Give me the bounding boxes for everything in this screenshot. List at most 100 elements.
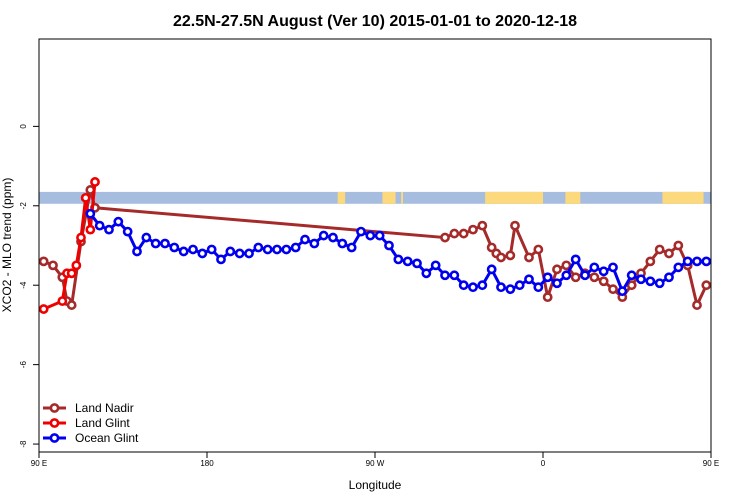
data-point-land-nadir <box>477 220 488 231</box>
data-point-ocean-glint <box>673 262 684 273</box>
data-point-land-nadir <box>486 242 497 253</box>
data-point-land-nadir <box>626 280 637 291</box>
land-ocean-band <box>39 191 711 204</box>
chart-title: 22.5N-27.5N August (Ver 10) 2015-01-01 t… <box>173 13 577 30</box>
data-point-ocean-glint <box>309 238 320 249</box>
legend-item-land-glint: Land Glint <box>43 416 130 430</box>
data-point-ocean-glint <box>598 266 609 277</box>
data-point-ocean-glint <box>393 254 404 265</box>
data-point-ocean-glint <box>113 216 124 227</box>
data-point-ocean-glint <box>300 234 310 245</box>
data-point-land-nadir <box>524 252 534 263</box>
data-point-land-nadir <box>645 256 656 267</box>
data-point-ocean-glint <box>505 284 516 295</box>
data-point-ocean-glint <box>356 226 366 237</box>
data-point-ocean-glint <box>626 270 637 281</box>
data-point-land-nadir <box>38 256 49 267</box>
data-point-ocean-glint <box>561 270 572 281</box>
data-point-land-nadir <box>533 244 544 255</box>
data-point-land-nadir <box>48 260 58 271</box>
data-point-ocean-glint <box>216 254 226 265</box>
data-point-ocean-glint <box>178 246 189 257</box>
land-band-segment <box>485 191 543 204</box>
data-point-ocean-glint <box>682 256 693 267</box>
land-band-segment <box>337 191 346 204</box>
legend-label: Ocean Glint <box>75 431 139 445</box>
data-point-ocean-glint <box>514 280 525 291</box>
data-point-land-glint <box>76 232 86 243</box>
data-point-ocean-glint <box>225 246 236 257</box>
data-point-ocean-glint <box>94 220 105 231</box>
y-tick-label: -4 <box>19 281 28 289</box>
data-point-ocean-glint <box>281 244 292 255</box>
data-point-land-nadir <box>496 252 506 263</box>
data-point-land-nadir <box>701 280 712 291</box>
y-tick-label: -2 <box>19 202 28 210</box>
data-point-land-nadir <box>552 264 562 275</box>
x-tick-label: 90 E <box>703 459 719 468</box>
data-point-ocean-glint <box>272 244 282 255</box>
data-point-ocean-glint <box>253 242 264 253</box>
land-band-segment <box>401 191 403 204</box>
x-tick-label: 0 <box>541 459 546 468</box>
data-point-ocean-glint <box>328 232 338 243</box>
data-point-land-glint <box>38 304 49 314</box>
data-point-ocean-glint <box>664 272 674 283</box>
data-point-land-nadir <box>510 220 520 231</box>
data-point-land-nadir <box>673 240 684 251</box>
data-point-land-nadir <box>654 244 665 255</box>
data-point-ocean-glint <box>468 282 478 293</box>
data-point-land-nadir <box>505 250 516 261</box>
data-point-land-glint <box>57 296 68 306</box>
data-point-land-nadir <box>542 292 553 303</box>
data-point-ocean-glint <box>533 282 544 293</box>
ocean-band <box>39 191 711 204</box>
land-band-segment <box>662 191 704 204</box>
data-point-ocean-glint <box>608 262 618 273</box>
data-point-ocean-glint <box>692 256 702 267</box>
y-axis-title: XCO2 - MLO trend (ppm) <box>0 178 14 313</box>
data-point-land-nadir <box>458 228 469 239</box>
data-point-ocean-glint <box>141 232 152 243</box>
series-land-glint <box>38 177 100 314</box>
series-ocean-glint <box>85 208 712 297</box>
data-point-ocean-glint <box>636 274 646 285</box>
data-point-ocean-glint <box>365 230 376 241</box>
x-axis: 90 E 180 90 W 0 90 E <box>31 452 719 468</box>
data-point-ocean-glint <box>486 264 497 275</box>
data-point-ocean-glint <box>197 248 208 259</box>
x-axis-title: Longitude <box>349 478 402 492</box>
data-point-land-nadir <box>449 228 460 239</box>
x-tick-label: 90 E <box>31 459 47 468</box>
y-tick-label: 0 <box>19 124 28 129</box>
y-tick-label: -6 <box>19 361 28 369</box>
data-point-ocean-glint <box>542 272 553 283</box>
data-point-ocean-glint <box>234 248 245 259</box>
data-point-ocean-glint <box>150 238 161 249</box>
data-point-land-nadir <box>570 272 581 283</box>
data-point-ocean-glint <box>290 242 301 253</box>
data-point-ocean-glint <box>412 258 422 269</box>
data-point-ocean-glint <box>440 270 450 281</box>
data-point-land-nadir <box>664 248 674 259</box>
data-point-ocean-glint <box>430 260 441 271</box>
data-point-ocean-glint <box>458 280 469 291</box>
data-point-ocean-glint <box>132 246 142 257</box>
y-axis: 0 -2 -4 -6 -8 <box>19 124 39 448</box>
data-point-ocean-glint <box>374 230 385 241</box>
data-point-land-glint <box>90 177 100 187</box>
data-point-ocean-glint <box>122 226 133 237</box>
data-point-land-glint <box>66 268 77 279</box>
data-point-ocean-glint <box>188 244 198 255</box>
data-point-ocean-glint <box>617 286 628 297</box>
data-point-ocean-glint <box>262 244 273 255</box>
data-point-ocean-glint <box>654 278 665 289</box>
legend-label: Land Glint <box>75 416 130 430</box>
land-band-segment <box>382 191 396 204</box>
data-point-land-glint <box>71 260 82 271</box>
data-point-land-nadir <box>440 232 450 243</box>
series-line-land-nadir <box>43 188 708 307</box>
data-point-land-nadir <box>608 284 618 295</box>
data-point-ocean-glint <box>384 240 394 251</box>
data-point-ocean-glint <box>421 268 432 279</box>
